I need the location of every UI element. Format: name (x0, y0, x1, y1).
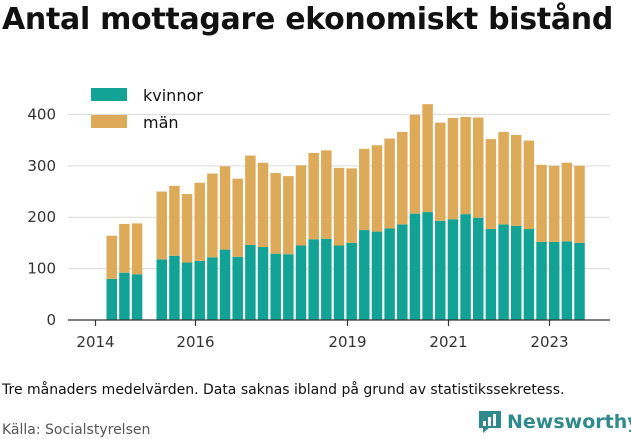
bar-man (169, 185, 180, 256)
bar-man (447, 118, 459, 220)
legend-swatch-man (91, 115, 127, 128)
bar-man (498, 131, 509, 225)
bar-man (232, 178, 243, 257)
bar-man (270, 173, 281, 254)
bar-kvinnor (510, 225, 522, 320)
bar-kvinnor (232, 256, 243, 320)
legend-swatch-kvinnor (91, 88, 127, 101)
bar-man (321, 150, 332, 239)
bar-kvinnor (119, 272, 130, 320)
bar-man (308, 152, 319, 240)
chart-note: Tre månaders medelvärden. Data saknas ib… (2, 382, 565, 398)
bar-kvinnor (245, 244, 256, 320)
axes: 0 100 200 300 400 2014 2016 2019 2021 2023 (27, 105, 610, 351)
bar-man (131, 223, 143, 275)
bar-kvinnor (359, 230, 370, 320)
bar-man (181, 194, 193, 263)
bar-kvinnor (435, 220, 446, 320)
bar-kvinnor (397, 224, 408, 320)
x-tick-label: 2021 (429, 333, 467, 351)
bar-man (257, 162, 269, 248)
source-text: Källa: Socialstyrelsen (2, 422, 151, 438)
bar-kvinnor (181, 262, 193, 320)
bar-man (346, 168, 357, 243)
bar-kvinnor (219, 249, 231, 320)
bar-kvinnor (384, 228, 395, 320)
bar-kvinnor (156, 259, 167, 320)
bar-man (283, 176, 294, 255)
bar-kvinnor (321, 238, 332, 320)
bar-man (384, 138, 395, 229)
bar-man (523, 140, 535, 230)
bar-kvinnor (548, 241, 560, 320)
x-tick-label: 2014 (76, 333, 114, 351)
newsworthy-logo-icon (479, 411, 501, 433)
bar-kvinnor (295, 245, 307, 320)
bar-kvinnor (308, 239, 319, 320)
bar-man (460, 116, 471, 215)
bar-kvinnor (447, 219, 459, 320)
y-tick-label: 300 (27, 157, 56, 175)
bar-kvinnor (131, 274, 143, 320)
bar-kvinnor (106, 278, 117, 320)
bar-man (561, 162, 573, 242)
bar-kvinnor (409, 213, 421, 320)
bar-man (333, 167, 345, 246)
bar-man (473, 117, 484, 218)
bar-kvinnor (270, 253, 281, 320)
legend: kvinnor män (91, 86, 203, 132)
bar-kvinnor (194, 260, 205, 320)
x-tick-label: 2023 (530, 333, 568, 351)
bar-kvinnor (346, 242, 357, 320)
bar-kvinnor (257, 247, 269, 320)
bar-man (207, 173, 218, 258)
bar-man (119, 223, 130, 273)
bar-kvinnor (169, 255, 180, 320)
bar-man (536, 164, 547, 242)
bar-man (194, 182, 205, 261)
bar-man (371, 145, 383, 232)
bar-man (548, 165, 560, 242)
bar-man (156, 191, 167, 260)
bar-man (219, 166, 231, 250)
bar-kvinnor (485, 229, 497, 320)
bar-kvinnor (574, 242, 585, 320)
x-tick-label: 2016 (176, 333, 214, 351)
bar-kvinnor (371, 231, 383, 320)
brand-name: Newsworthy (507, 411, 631, 433)
bar-kvinnor (207, 257, 218, 320)
bar-man (359, 148, 370, 231)
bar-man (574, 165, 585, 243)
bar-kvinnor (283, 254, 294, 320)
bar-man (422, 104, 433, 213)
bar-man (106, 235, 117, 279)
bar-man (435, 122, 446, 221)
bar-kvinnor (523, 229, 535, 320)
bars (106, 104, 585, 320)
bar-kvinnor (422, 212, 433, 320)
bar-man (510, 134, 522, 226)
bar-man (397, 131, 408, 225)
legend-label-man: män (143, 113, 179, 132)
bar-man (295, 165, 307, 246)
chart-title: Antal mottagare ekonomiskt bistånd (2, 2, 614, 37)
bar-man (409, 114, 421, 214)
bar-kvinnor (536, 241, 547, 320)
y-tick-label: 0 (46, 311, 56, 329)
x-tick-label: 2019 (328, 333, 366, 351)
bar-kvinnor (333, 245, 345, 320)
bar-man (245, 155, 256, 245)
bar-kvinnor (561, 241, 573, 320)
bar-kvinnor (498, 224, 509, 320)
bar-kvinnor (473, 217, 484, 320)
y-tick-label: 100 (27, 260, 56, 278)
bar-kvinnor (460, 214, 471, 320)
y-tick-label: 200 (27, 208, 56, 226)
bar-man (485, 139, 497, 230)
legend-label-kvinnor: kvinnor (143, 86, 203, 105)
stacked-bar-chart: 0 100 200 300 400 2014 2016 2019 2021 2023 kvinno… (27, 86, 610, 351)
y-tick-label: 400 (27, 105, 56, 123)
brand-logo: Newsworthy (477, 409, 631, 435)
